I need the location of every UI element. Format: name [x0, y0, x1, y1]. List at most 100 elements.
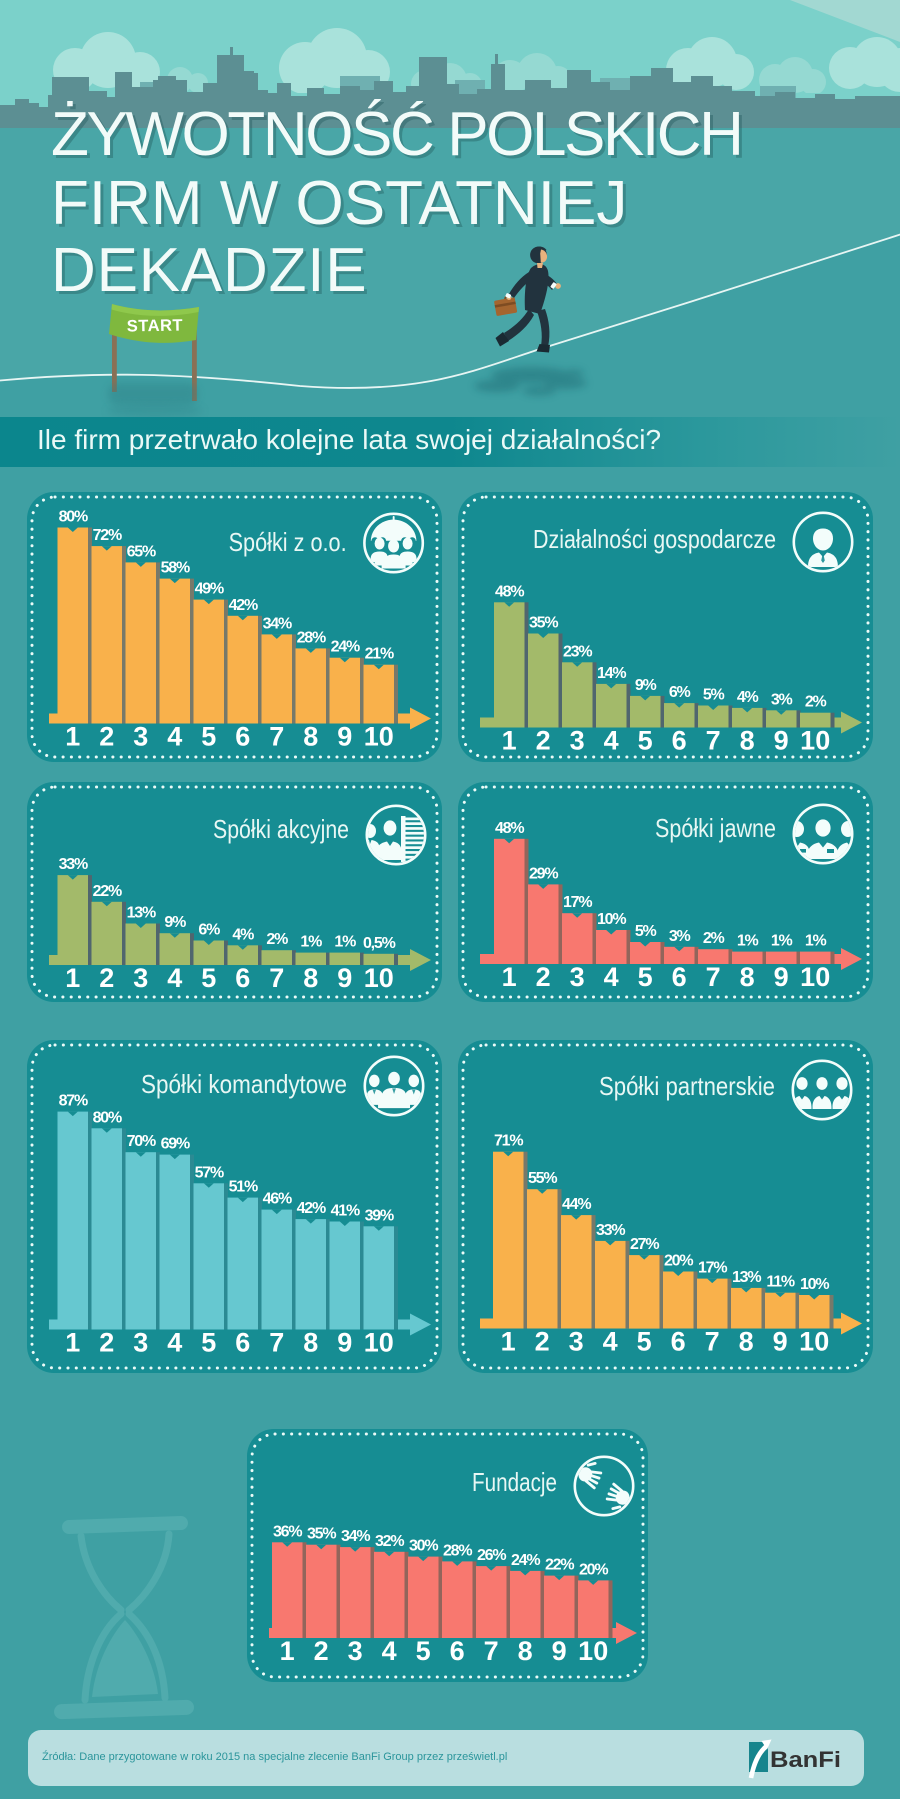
- svg-text:5: 5: [201, 963, 216, 993]
- svg-text:69%: 69%: [161, 1136, 190, 1153]
- svg-text:34%: 34%: [341, 1528, 370, 1545]
- svg-text:6: 6: [672, 962, 687, 992]
- svg-text:6: 6: [672, 726, 687, 756]
- svg-text:1%: 1%: [300, 934, 322, 951]
- svg-text:20%: 20%: [664, 1253, 693, 1270]
- svg-text:55%: 55%: [528, 1170, 557, 1187]
- svg-text:28%: 28%: [297, 629, 326, 646]
- svg-text:27%: 27%: [630, 1236, 659, 1253]
- svg-text:9: 9: [337, 1328, 352, 1358]
- svg-text:33%: 33%: [59, 856, 88, 873]
- svg-text:36%: 36%: [273, 1523, 302, 1540]
- svg-text:10: 10: [800, 726, 830, 756]
- svg-text:8: 8: [740, 726, 755, 756]
- svg-text:3: 3: [569, 1327, 584, 1357]
- svg-text:71%: 71%: [494, 1133, 523, 1150]
- svg-text:5: 5: [637, 1327, 652, 1357]
- svg-text:24%: 24%: [331, 639, 360, 656]
- svg-text:1: 1: [65, 722, 80, 752]
- svg-text:44%: 44%: [562, 1196, 591, 1213]
- svg-text:5: 5: [201, 1328, 216, 1358]
- svg-text:1: 1: [501, 1327, 516, 1357]
- svg-text:4: 4: [382, 1636, 397, 1666]
- svg-text:4: 4: [603, 1327, 618, 1357]
- svg-text:BanFi: BanFi: [770, 1747, 841, 1772]
- svg-text:9%: 9%: [164, 914, 186, 931]
- svg-text:3: 3: [570, 726, 585, 756]
- svg-text:2: 2: [99, 1328, 114, 1358]
- svg-text:35%: 35%: [529, 615, 558, 632]
- svg-text:10: 10: [800, 962, 830, 992]
- svg-text:3: 3: [133, 963, 148, 993]
- svg-text:14%: 14%: [597, 665, 626, 682]
- svg-text:23%: 23%: [563, 643, 592, 660]
- svg-text:9: 9: [773, 1327, 788, 1357]
- svg-text:4: 4: [604, 726, 619, 756]
- svg-text:1: 1: [502, 962, 517, 992]
- svg-text:48%: 48%: [495, 583, 524, 600]
- svg-text:49%: 49%: [195, 581, 224, 598]
- svg-text:2: 2: [314, 1636, 329, 1666]
- svg-text:46%: 46%: [263, 1191, 292, 1208]
- svg-text:29%: 29%: [529, 865, 558, 882]
- svg-text:Spółki z o.o.: Spółki z o.o.: [229, 527, 347, 557]
- svg-text:6: 6: [671, 1327, 686, 1357]
- svg-text:START: START: [127, 317, 184, 336]
- svg-text:10: 10: [799, 1327, 829, 1357]
- svg-text:26%: 26%: [477, 1547, 506, 1564]
- svg-text:5: 5: [416, 1636, 431, 1666]
- svg-text:6%: 6%: [198, 922, 220, 939]
- svg-text:72%: 72%: [93, 527, 122, 544]
- svg-text:35%: 35%: [307, 1526, 336, 1543]
- svg-text:Działalności gospodarcze: Działalności gospodarcze: [533, 524, 776, 554]
- svg-text:2: 2: [99, 722, 114, 752]
- svg-text:7: 7: [706, 962, 721, 992]
- svg-text:42%: 42%: [297, 1200, 326, 1217]
- svg-text:3: 3: [133, 1328, 148, 1358]
- svg-text:6: 6: [235, 722, 250, 752]
- svg-text:9: 9: [337, 963, 352, 993]
- svg-text:17%: 17%: [563, 894, 592, 911]
- svg-text:4: 4: [604, 962, 619, 992]
- svg-text:7: 7: [706, 726, 721, 756]
- svg-text:8: 8: [303, 1328, 318, 1358]
- svg-text:6: 6: [450, 1636, 465, 1666]
- svg-text:4%: 4%: [232, 926, 254, 943]
- svg-text:5: 5: [638, 962, 653, 992]
- svg-text:1%: 1%: [334, 934, 356, 951]
- svg-text:Spółki komandytowe: Spółki komandytowe: [141, 1069, 347, 1099]
- svg-text:3: 3: [570, 962, 585, 992]
- svg-text:21%: 21%: [365, 646, 394, 663]
- svg-text:10: 10: [364, 963, 394, 993]
- svg-text:30%: 30%: [409, 1538, 438, 1555]
- svg-text:3: 3: [348, 1636, 363, 1666]
- svg-text:1%: 1%: [805, 933, 827, 950]
- svg-text:2: 2: [536, 962, 551, 992]
- svg-text:Fundacje: Fundacje: [472, 1467, 557, 1497]
- svg-text:65%: 65%: [127, 543, 156, 560]
- svg-text:13%: 13%: [732, 1269, 761, 1286]
- svg-text:1: 1: [65, 963, 80, 993]
- svg-text:10: 10: [578, 1636, 608, 1666]
- svg-text:57%: 57%: [195, 1164, 224, 1181]
- svg-text:Spółki jawne: Spółki jawne: [655, 813, 776, 843]
- svg-text:10: 10: [364, 722, 394, 752]
- svg-text:1: 1: [502, 726, 517, 756]
- svg-text:22%: 22%: [545, 1557, 574, 1574]
- svg-text:17%: 17%: [698, 1260, 727, 1277]
- svg-text:6%: 6%: [669, 684, 691, 701]
- svg-text:1%: 1%: [771, 933, 793, 950]
- svg-text:1%: 1%: [737, 933, 759, 950]
- svg-text:8: 8: [739, 1327, 754, 1357]
- svg-text:42%: 42%: [229, 597, 258, 614]
- svg-text:10%: 10%: [800, 1276, 829, 1293]
- svg-text:70%: 70%: [127, 1133, 156, 1150]
- svg-text:2: 2: [535, 1327, 550, 1357]
- svg-text:34%: 34%: [263, 615, 292, 632]
- svg-text:6: 6: [235, 963, 250, 993]
- svg-text:3%: 3%: [771, 691, 793, 708]
- svg-text:2: 2: [536, 726, 551, 756]
- svg-text:2%: 2%: [266, 931, 288, 948]
- svg-text:2%: 2%: [703, 930, 725, 947]
- svg-text:22%: 22%: [93, 883, 122, 900]
